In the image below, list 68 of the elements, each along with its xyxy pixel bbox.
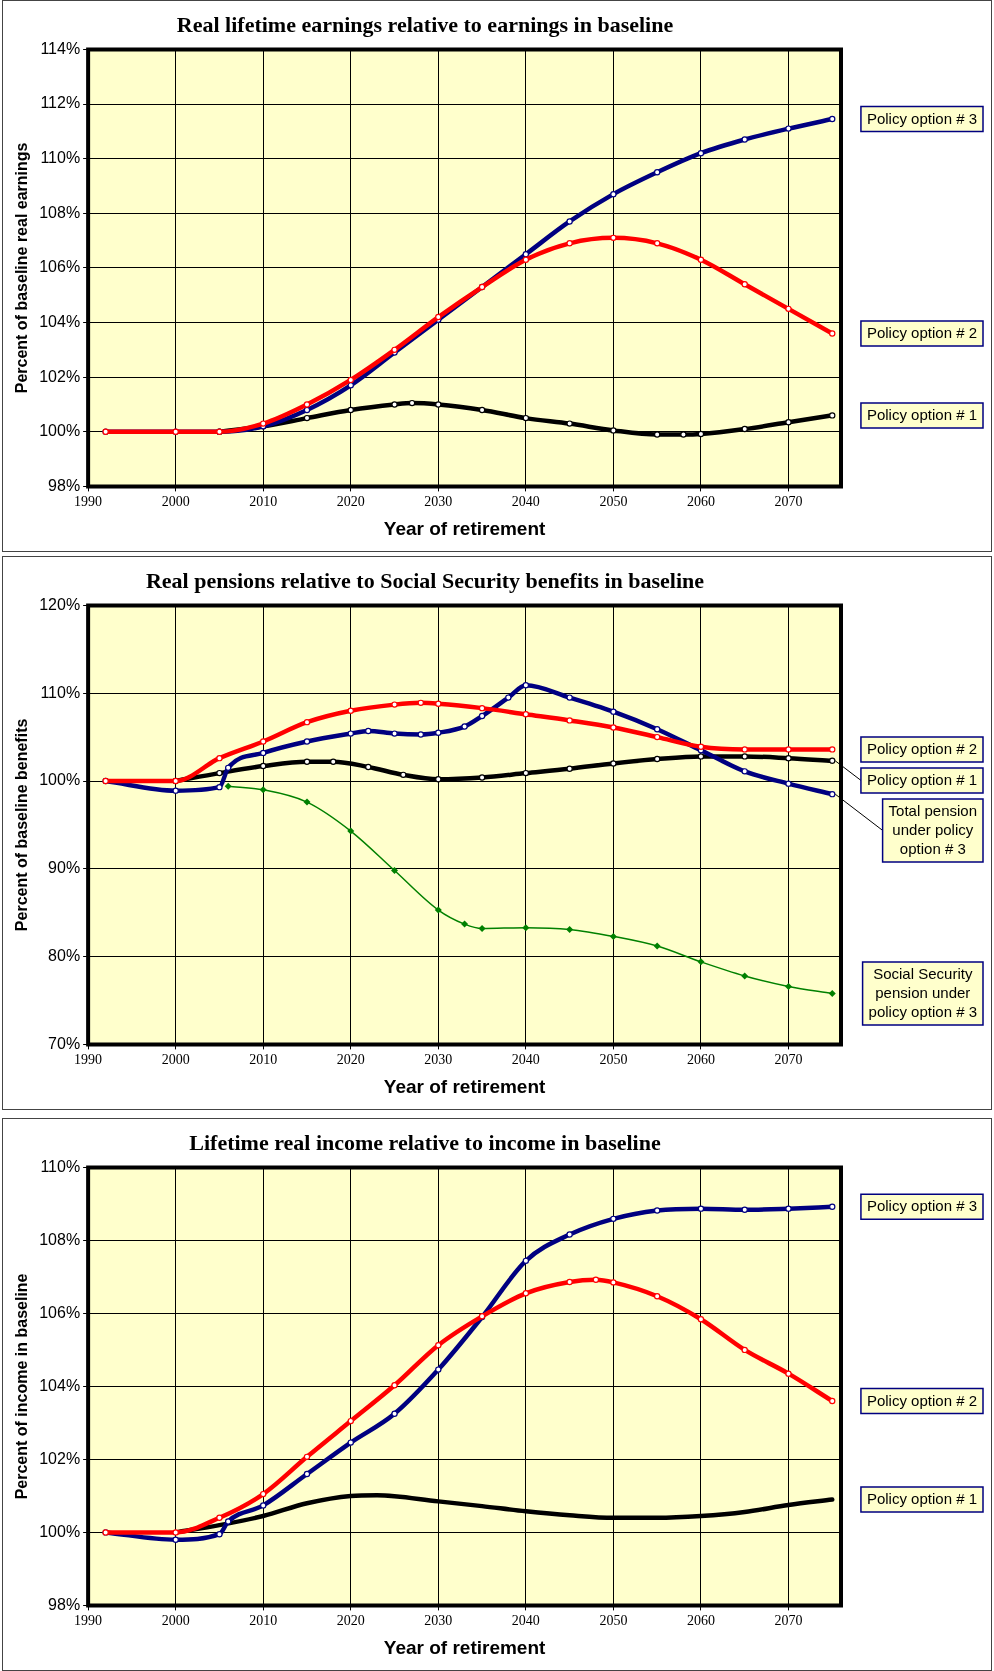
y-tick-label: 100%: [39, 422, 81, 440]
x-tick-label: 1990: [74, 494, 103, 510]
y-tick-label: 100%: [39, 1522, 81, 1540]
x-tick-label: 2050: [599, 494, 628, 510]
x-tick-label: 2000: [161, 1613, 190, 1629]
text: Policy option # 2: [866, 324, 977, 342]
x-tick-label: 2060: [686, 494, 715, 510]
y-tick-label: 108%: [39, 203, 81, 221]
x-tick-label: 2050: [599, 1613, 628, 1629]
y-tick-label: 110%: [40, 149, 81, 167]
x-axis-title: Year of retirement: [383, 1075, 547, 1097]
y-tick-label: 108%: [39, 1230, 81, 1248]
y-tick-label: 98%: [48, 1595, 81, 1613]
x-tick-label: 2040: [511, 494, 540, 510]
x-tick-label: 2030: [424, 494, 453, 510]
x-tick-label: 2050: [599, 1052, 628, 1068]
x-tick-label: 2020: [336, 1613, 365, 1629]
x-tick-label: 2070: [774, 494, 803, 510]
text: Social Security pension under policy option # 3: [868, 965, 977, 1021]
y-tick-label: 90%: [48, 859, 81, 877]
y-tick-label: 104%: [39, 1376, 81, 1394]
y-tick-label: 106%: [39, 1303, 81, 1321]
text: Total pension under policy option # 3: [888, 802, 978, 858]
text: Policy option # 2: [866, 1391, 977, 1409]
y-axis-title: Percent of baseline benefits: [13, 718, 31, 932]
x-tick-label: 2060: [686, 1052, 715, 1068]
x-tick-label: 2020: [336, 494, 365, 510]
y-tick-label: 114%: [40, 39, 81, 57]
x-tick-label: 1990: [74, 1613, 103, 1629]
x-tick-label: 2010: [249, 1052, 278, 1068]
y-tick-label: 98%: [48, 476, 81, 494]
x-tick-label: 2000: [161, 494, 190, 510]
legend-label: Policy option # 1: [866, 771, 977, 789]
y-tick-label: 70%: [48, 1034, 81, 1052]
x-axis-title: Year of retirement: [383, 517, 547, 539]
y-axis-title: Percent of baseline real earnings: [13, 142, 31, 394]
y-tick-label: 112%: [40, 94, 81, 112]
x-tick-label: 2030: [424, 1613, 453, 1629]
y-tick-label: 110%: [40, 1157, 81, 1175]
y-tick-label: 80%: [48, 947, 81, 965]
chart-title: Real lifetime earnings relative to earnings in baseline: [176, 11, 674, 37]
y-tick-label: 102%: [39, 1449, 81, 1467]
y-tick-label: 100%: [39, 771, 81, 789]
x-tick-label: 1990: [74, 1052, 103, 1068]
y-axis-title: Percent of income in baseline: [13, 1273, 31, 1500]
text: Policy option # 1: [866, 406, 977, 424]
chart-title: Lifetime real income relative to income in baseline: [189, 1129, 661, 1155]
x-tick-label: 2070: [774, 1052, 803, 1068]
y-tick-label: 104%: [39, 312, 81, 330]
x-tick-label: 2010: [249, 494, 278, 510]
y-tick-label: 102%: [39, 367, 81, 385]
x-tick-label: 2060: [686, 1613, 715, 1629]
x-tick-label: 2040: [511, 1052, 540, 1068]
text: Policy option # 3: [866, 1197, 977, 1215]
text: Policy option # 3: [866, 109, 977, 127]
chart-title: Real pensions relative to Social Security benefits in baseline: [145, 567, 705, 593]
x-tick-label: 2010: [249, 1613, 278, 1629]
y-tick-label: 106%: [39, 258, 81, 276]
x-tick-label: 2000: [161, 1052, 190, 1068]
x-tick-label: 2030: [424, 1052, 453, 1068]
x-tick-label: 2020: [336, 1052, 365, 1068]
text: Policy option # 2: [866, 740, 977, 758]
y-tick-label: 120%: [39, 595, 81, 613]
text: Policy option # 1: [866, 1490, 977, 1508]
y-tick-label: 110%: [40, 683, 81, 701]
x-tick-label: 2070: [774, 1613, 803, 1629]
x-tick-label: 2040: [511, 1613, 540, 1629]
x-axis-title: Year of retirement: [383, 1636, 547, 1658]
